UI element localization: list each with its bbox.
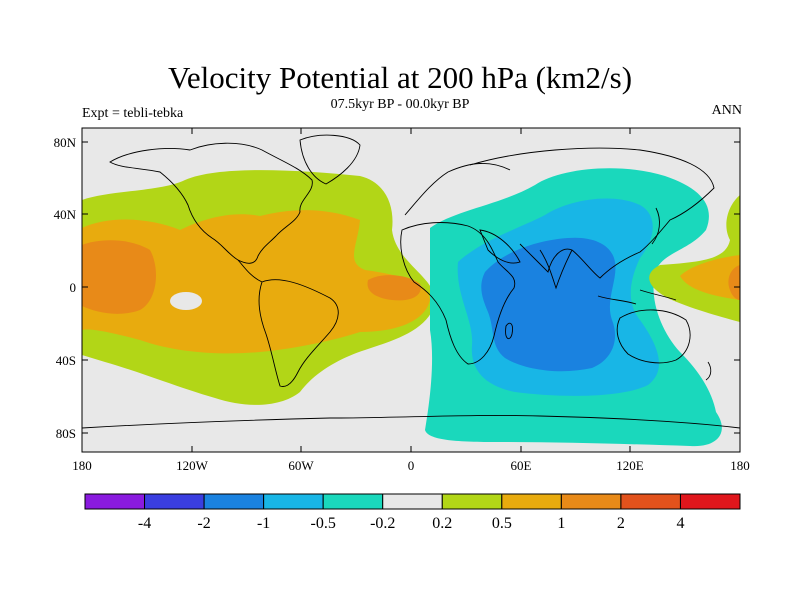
coastline-japan xyxy=(651,207,660,245)
colorbar-label: 2 xyxy=(617,515,625,532)
contour-positive-dateline-core xyxy=(728,265,740,300)
coastline-indonesia xyxy=(597,289,677,305)
colorbar-swatch xyxy=(144,493,205,510)
colorbar-swatch xyxy=(84,493,146,510)
colorbar-label: -0.5 xyxy=(311,515,336,532)
lon-label-60e: 60E xyxy=(511,458,532,473)
experiment-label: Expt = tebli-tebka xyxy=(82,106,184,121)
map-title: Velocity Potential at 200 hPa (km2/s) xyxy=(167,60,633,95)
colorbar-label: 1 xyxy=(557,515,565,532)
coastline-new-zealand xyxy=(705,361,712,381)
colorbar-label: -1 xyxy=(257,515,270,532)
lat-label-40s: 40S xyxy=(56,353,76,368)
coastline-australia xyxy=(616,309,691,364)
colorbar-label: -0.2 xyxy=(370,515,395,532)
season-label: ANN xyxy=(711,103,742,118)
lat-tick-marks xyxy=(82,141,740,434)
colorbar-swatch xyxy=(679,493,741,510)
contour-positive-core-pacific xyxy=(82,240,156,314)
colorbar: -4 -2 -1 -0.5 -0.2 0.2 0.5 1 2 4 xyxy=(84,493,741,532)
colorbar-label: -4 xyxy=(138,515,151,532)
coastline-south-america xyxy=(258,279,339,387)
lon-label-120w: 120W xyxy=(176,458,209,473)
contour-negative-core xyxy=(481,237,616,372)
coastline-central-america xyxy=(237,259,263,283)
contour-positive-core-atlantic xyxy=(367,275,421,301)
coastline-antarctica xyxy=(82,414,740,429)
contour-neutral-hole xyxy=(170,292,202,310)
lat-label-40n: 40N xyxy=(54,207,77,222)
lat-label-80n: 80N xyxy=(54,135,77,150)
lat-label-80s: 80S xyxy=(56,426,76,441)
coastline-europe xyxy=(404,162,511,216)
time-period-label: 07.5kyr BP - 00.0kyr BP xyxy=(330,97,470,112)
coastline-arabia xyxy=(479,229,521,264)
coastline-africa xyxy=(400,222,516,365)
coastline-north-america xyxy=(109,142,313,264)
colorbar-swatch xyxy=(203,493,265,510)
lon-label-0: 0 xyxy=(408,458,415,473)
lat-label-0: 0 xyxy=(70,280,77,295)
coastline-madagascar xyxy=(505,322,513,340)
colorbar-swatch xyxy=(263,493,324,510)
lon-label-120e: 120E xyxy=(616,458,644,473)
lon-label-60w: 60W xyxy=(288,458,314,473)
colorbar-label: 0.2 xyxy=(432,515,452,532)
colorbar-label: 0.5 xyxy=(492,515,512,532)
lon-label-180e: 180 xyxy=(730,458,750,473)
lon-label-180w: 180 xyxy=(72,458,92,473)
colorbar-swatch xyxy=(501,493,562,510)
colorbar-swatch xyxy=(322,493,384,510)
colorbar-label: 4 xyxy=(676,515,684,532)
colorbar-swatch xyxy=(620,493,681,510)
contour-positive-dateline-mid xyxy=(680,255,740,300)
colorbar-label: -2 xyxy=(197,515,210,532)
colorbar-swatch xyxy=(382,493,443,510)
colorbar-swatch xyxy=(560,493,622,510)
contour-fill-layer xyxy=(82,168,740,447)
coastline-asia xyxy=(469,147,715,279)
lon-tick-marks xyxy=(81,128,741,452)
coastline-layer xyxy=(82,134,740,429)
coastline-greenland xyxy=(299,134,361,185)
contour-positive-mid xyxy=(82,210,430,354)
colorbar-swatch xyxy=(441,493,503,510)
coastline-india xyxy=(539,249,573,290)
